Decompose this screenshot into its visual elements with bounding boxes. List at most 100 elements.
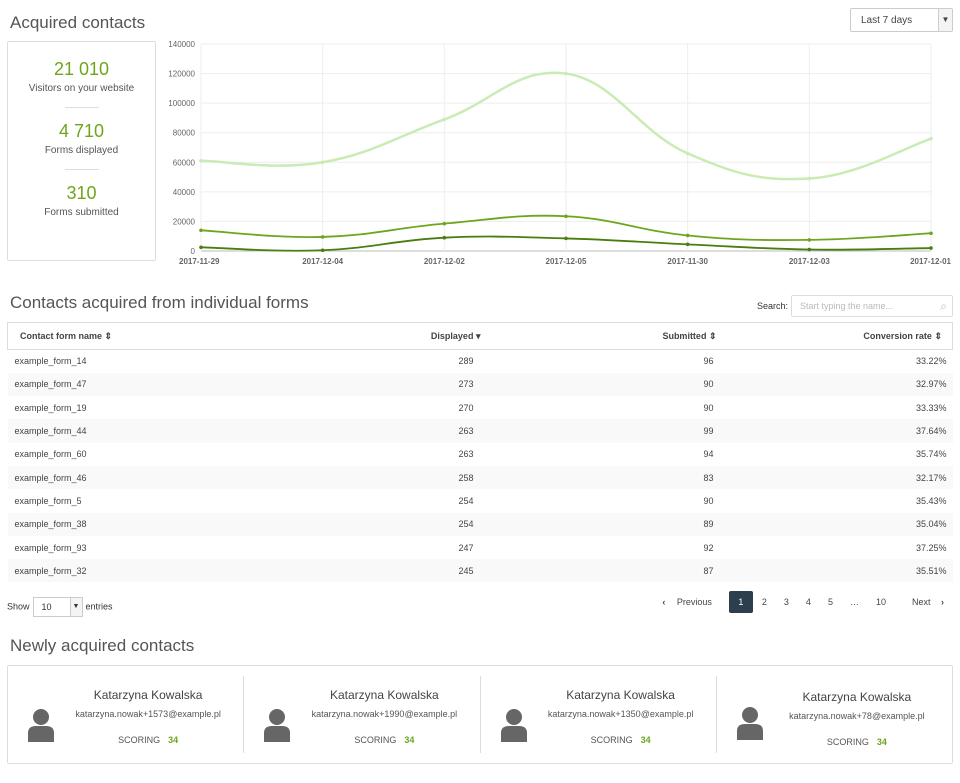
data-point (442, 117, 447, 122)
cell-form-name: example_form_93 (14, 542, 87, 553)
page-3[interactable]: 3 (783, 597, 789, 607)
data-point (807, 238, 812, 242)
x-tick-label: 2017-12-03 (789, 257, 830, 266)
page-1[interactable]: 1 (728, 591, 753, 613)
contacts-panel: Katarzyna Kowalska katarzyna.nowak+1573@… (7, 665, 953, 764)
y-tick-label: 40000 (173, 188, 196, 197)
cell-conversion: 32.97% (915, 379, 947, 390)
table-row[interactable]: example_form_5 254 90 35.43% (8, 489, 953, 512)
chevron-right-icon: › (941, 597, 944, 607)
cell-displayed: 263 (458, 426, 474, 437)
contact-email: katarzyna.nowak+1573@example.pl (75, 709, 221, 719)
search-label: Search: (757, 301, 789, 311)
y-tick-label: 100000 (168, 99, 195, 108)
user-avatar-icon (264, 709, 291, 742)
forms-table: Contact form name ⇕ Displayed ▾ Submitte… (7, 322, 953, 583)
header-label: Displayed (430, 330, 474, 341)
data-point (320, 160, 325, 165)
chevron-down-icon: ▼ (69, 598, 82, 616)
table-row[interactable]: example_form_93 247 92 37.25% (8, 536, 953, 559)
cell-displayed: 247 (458, 542, 474, 553)
cell-displayed: 258 (458, 472, 474, 483)
entries-select[interactable]: 10 ▼ (32, 597, 83, 617)
cell-form-name: example_form_32 (14, 565, 87, 576)
search-input[interactable]: Start typing the name... ⌕ (791, 295, 953, 317)
stat-forms-displayed: 4 710 Forms displayed (8, 121, 155, 156)
contact-name[interactable]: Katarzyna Kowalska (802, 690, 912, 704)
cell-form-name: example_form_38 (14, 519, 87, 530)
sort-icon: ⇕ (104, 330, 113, 341)
cell-displayed: 270 (458, 402, 474, 413)
column-header-submitted[interactable]: Submitted ⇕ (480, 322, 717, 350)
show-label: Show (7, 601, 30, 612)
period-value: Last 7 days (861, 15, 913, 26)
contact-card[interactable]: Katarzyna Kowalska katarzyna.nowak+1350@… (481, 676, 717, 753)
sort-desc-icon: ▾ (475, 330, 481, 341)
contact-card[interactable]: Katarzyna Kowalska katarzyna.nowak+78@ex… (717, 676, 952, 753)
data-point (320, 248, 325, 253)
previous-button[interactable]: ‹ Previous (654, 591, 728, 613)
cell-submitted: 99 (703, 426, 714, 437)
column-header-name[interactable]: Contact form name ⇕ (7, 322, 281, 350)
cell-displayed: 263 (458, 449, 474, 460)
contact-name[interactable]: Katarzyna Kowalska (330, 688, 439, 702)
table-row[interactable]: example_form_19 270 90 33.33% (8, 396, 953, 419)
divider (64, 107, 99, 108)
contact-scoring: SCORING 34 (772, 737, 942, 747)
page-5[interactable]: 5 (827, 597, 833, 607)
table-row[interactable]: example_form_47 273 90 32.97% (7, 372, 953, 397)
contact-card[interactable]: Katarzyna Kowalska katarzyna.nowak+1573@… (8, 676, 245, 753)
cell-form-name: example_form_19 (14, 402, 87, 413)
line-chart: 0 20000 40000 60000 80000 100000 120000 140000 2… (168, 40, 951, 266)
table-row[interactable]: example_form_32 245 87 35.51% (7, 559, 953, 583)
scoring-value: 34 (404, 735, 415, 745)
scoring-value: 34 (168, 735, 179, 745)
cell-submitted: 90 (703, 379, 714, 390)
contact-card[interactable]: Katarzyna Kowalska katarzyna.nowak+1990@… (244, 676, 481, 753)
column-header-displayed[interactable]: Displayed ▾ (280, 322, 481, 350)
cell-form-name: example_form_47 (14, 379, 87, 390)
next-label: Next (911, 597, 931, 607)
y-tick-label: 140000 (168, 40, 195, 49)
cell-conversion: 37.25% (915, 542, 947, 553)
data-point (685, 151, 690, 156)
period-select[interactable]: Last 7 days ▼ (850, 8, 953, 32)
scoring-label: SCORING (118, 735, 161, 745)
stat-label: Forms submitted (44, 207, 119, 218)
cell-conversion: 35.04% (915, 519, 947, 530)
contact-name[interactable]: Katarzyna Kowalska (566, 688, 675, 702)
data-point (807, 176, 812, 181)
cell-displayed: 254 (458, 495, 474, 506)
cell-submitted: 83 (703, 472, 714, 483)
divider (64, 169, 99, 170)
table-row[interactable]: example_form_44 263 99 37.64% (7, 419, 953, 443)
contact-email: katarzyna.nowak+1350@example.pl (547, 709, 694, 719)
table-row[interactable]: example_form_60 263 94 35.74% (8, 443, 953, 466)
page-4[interactable]: 4 (805, 597, 811, 607)
data-point (564, 214, 568, 219)
data-point (442, 221, 447, 226)
stats-panel: 21 010 Visitors on your website 4 710 Form… (7, 41, 156, 261)
table-row[interactable]: example_form_46 258 83 32.17% (7, 465, 953, 490)
page-10[interactable]: 10 (875, 597, 886, 607)
next-button[interactable]: Next › (895, 591, 952, 613)
cell-form-name: example_form_44 (14, 426, 87, 437)
scoring-label: SCORING (354, 735, 397, 745)
stat-value: 310 (66, 183, 97, 203)
pagination: ‹ Previous 1 2 3 4 5… 10 Next › (653, 591, 952, 613)
contact-name[interactable]: Katarzyna Kowalska (93, 688, 203, 702)
table-row[interactable]: example_form_38 254 89 35.04% (7, 512, 953, 536)
cell-displayed: 245 (458, 565, 474, 576)
header-label: Conversion rate (863, 330, 932, 341)
cell-submitted: 96 (703, 356, 714, 367)
scoring-label: SCORING (826, 737, 869, 747)
x-tick-label: 2017-11-30 (667, 257, 708, 266)
data-point (564, 236, 568, 241)
stat-value: 4 710 (58, 121, 105, 141)
cell-conversion: 37.64% (915, 426, 947, 437)
page-2[interactable]: 2 (761, 597, 767, 607)
cell-displayed: 273 (458, 379, 474, 390)
column-header-conversion[interactable]: Conversion rate ⇕ (716, 322, 953, 350)
data-point (564, 71, 568, 76)
table-row[interactable]: example_form_14 289 96 33.22% (8, 350, 953, 373)
